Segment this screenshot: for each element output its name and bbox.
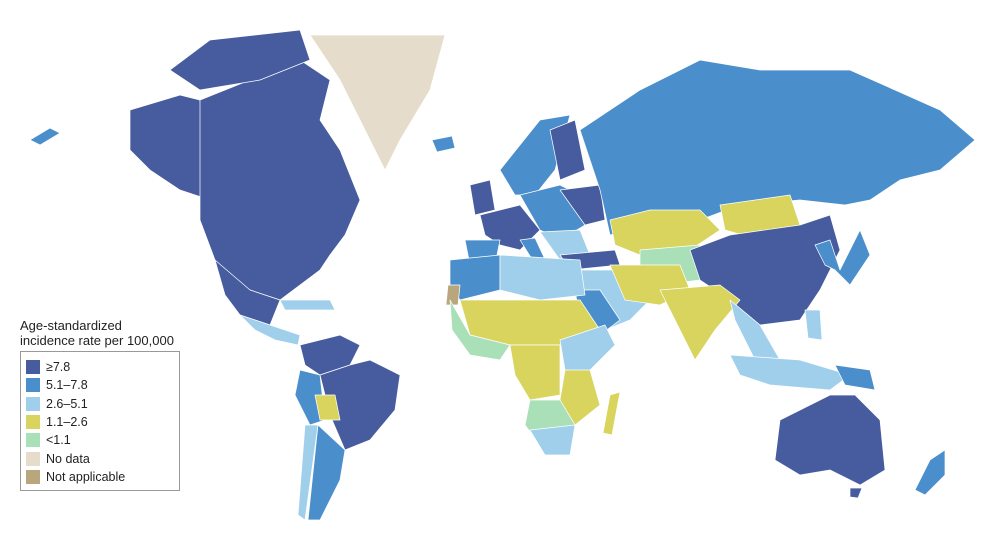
region-korea-japan xyxy=(814,229,871,286)
region-east-africa-south xyxy=(559,369,601,426)
legend-item: 1.1–2.6 xyxy=(26,413,174,431)
region-kazakhstan xyxy=(609,209,721,256)
legend-label: No data xyxy=(46,451,90,466)
legend-swatch xyxy=(26,360,40,375)
region-bolivia xyxy=(314,394,341,421)
region-arctic-islands xyxy=(169,29,311,91)
region-south-africa xyxy=(529,424,576,456)
region-central-america xyxy=(239,314,301,346)
region-philippines xyxy=(804,309,823,341)
region-caribbean xyxy=(279,299,336,311)
legend-label: <1.1 xyxy=(46,433,71,448)
region-eastern-europe xyxy=(559,184,606,226)
legend: ≥7.8 5.1–7.8 2.6–5.1 1.1–2.6 <1.1 No dat… xyxy=(20,351,180,491)
region-uk-ireland xyxy=(469,179,496,216)
region-madagascar xyxy=(602,391,621,436)
legend-label: 5.1–7.8 xyxy=(46,378,88,393)
region-iceland xyxy=(431,135,456,153)
region-greenland xyxy=(309,34,446,171)
legend-item: ≥7.8 xyxy=(26,358,174,376)
region-new-zealand xyxy=(914,449,946,496)
region-tasmania xyxy=(849,487,863,499)
region-india xyxy=(659,284,741,361)
region-aleutian xyxy=(29,127,61,146)
region-north-africa-east xyxy=(499,254,586,301)
legend-swatch xyxy=(26,451,40,466)
legend-item: Not applicable xyxy=(26,468,174,486)
region-chile xyxy=(297,424,319,521)
legend-label: 2.6–5.1 xyxy=(46,396,88,411)
region-peru xyxy=(294,369,326,426)
region-western-europe xyxy=(479,204,541,251)
legend-label: Not applicable xyxy=(46,469,126,484)
legend-swatch xyxy=(26,469,40,484)
region-canada-usa xyxy=(199,59,361,301)
region-north-africa-west xyxy=(449,254,501,301)
region-west-africa xyxy=(449,299,511,361)
legend-item: 5.1–7.8 xyxy=(26,376,174,394)
region-argentina xyxy=(307,424,346,521)
legend-label: 1.1–2.6 xyxy=(46,415,88,430)
legend-swatch xyxy=(26,415,40,430)
region-png xyxy=(834,364,876,391)
region-central-africa xyxy=(509,344,561,401)
legend-item: No data xyxy=(26,449,174,467)
legend-title: Age-standardized incidence rate per 100,… xyxy=(20,318,174,348)
legend-swatch xyxy=(26,433,40,448)
legend-title-line1: Age-standardized xyxy=(20,318,122,333)
region-australia xyxy=(774,394,886,486)
legend-swatch xyxy=(26,396,40,411)
legend-item: 2.6–5.1 xyxy=(26,395,174,413)
legend-swatch xyxy=(26,378,40,393)
legend-label: ≥7.8 xyxy=(46,360,71,375)
region-western-sahara xyxy=(445,284,461,306)
legend-title-line2: incidence rate per 100,000 xyxy=(20,333,174,348)
region-alaska xyxy=(129,94,211,201)
region-finland xyxy=(549,119,586,181)
region-indonesia xyxy=(729,354,851,391)
legend-item: <1.1 xyxy=(26,431,174,449)
region-brazil xyxy=(319,359,401,451)
region-east-africa xyxy=(559,324,616,376)
